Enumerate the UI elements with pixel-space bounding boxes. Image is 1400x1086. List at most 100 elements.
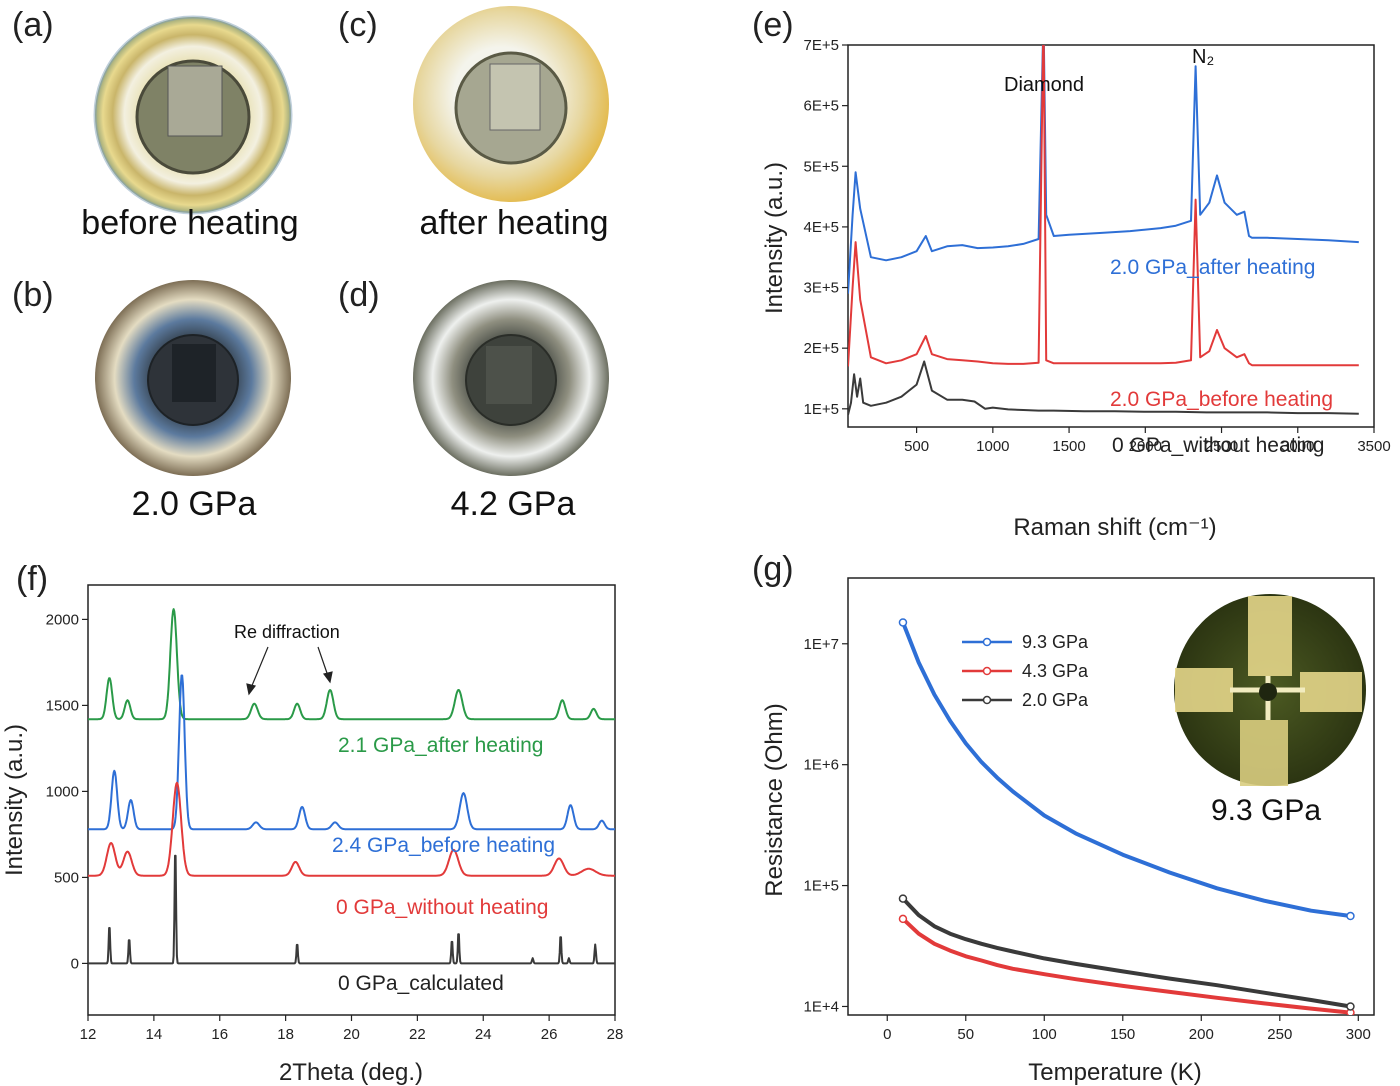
xrd-ytick-label: 500 [54,869,79,886]
xrd-label-zero: 0 GPa_without heating [336,896,548,919]
raman-label-after: 2.0 GPa_after heating [1110,256,1315,279]
xrd-xtick-label: 16 [211,1026,228,1043]
raman-xtick-label: 500 [904,438,929,455]
raman-plot-frame [847,44,1375,428]
raman-ytick-label: 5E+5 [804,158,839,175]
legend-marker [982,637,992,647]
panel-letter-f: (f) [16,560,48,598]
resistance-xtick-label: 200 [1189,1026,1214,1043]
panel-letter-g: (g) [752,550,794,588]
inset-caption: 9.3 GPa [1211,794,1321,827]
raman-xtick-label: 3500 [1357,438,1390,455]
raman-series-line-1 [848,45,1359,367]
raman-ytick-label: 4E+5 [804,219,839,236]
resistance-series [898,618,1355,1015]
resistance-endpoint [1346,1002,1355,1011]
raman-series [848,45,1359,416]
annotation-diamond: Diamond [1004,74,1084,96]
caption-after-heating: after heating [419,204,608,242]
legend-marker [982,695,992,705]
legend-label: 2.0 GPa [1022,690,1089,710]
xrd-label-calc: 0 GPa_calculated [338,972,504,995]
raman-ytick-label: 6E+5 [804,98,839,115]
caption-before-heating: before heating [81,204,298,242]
xrd-series-line-0 [88,608,615,721]
raman-xtick-label: 2500 [1205,438,1238,455]
raman-xtick-label: 1000 [976,438,1009,455]
panel-letter-c: (c) [338,6,378,44]
resistance-xtick-label: 150 [1110,1026,1135,1043]
xrd-label-after: 2.1 GPa_after heating [338,734,543,757]
resistance-ytick-label: 1E+6 [804,757,839,774]
re-diffraction-arrows [246,646,333,696]
caption-2gpa: 2.0 GPa [132,485,257,523]
xrd-series-line-1 [88,674,615,831]
xrd-ticks: 12 14 16 18 20 22 24 26 28 0 500 1000 1500 2000 [46,611,624,1043]
photo-4gpa [413,280,609,476]
inset-photo-9gpa [1174,594,1366,786]
raman-label-zero: 0 GPa_without heating [1112,434,1324,457]
panel-letter-b: (b) [12,276,54,314]
resistance-xlabel: Temperature (K) [1028,1059,1201,1086]
panel-letter-d: (d) [338,276,380,314]
resistance-xtick-label: 100 [1032,1026,1057,1043]
resistance-ytick-label: 1E+7 [804,636,839,653]
resistance-ylabel: Resistance (Ohm) [761,703,788,896]
raman-ytick-label: 3E+5 [804,280,839,297]
xrd-xtick-label: 18 [277,1026,294,1043]
caption-4gpa: 4.2 GPa [451,485,576,523]
xrd-ytick-label: 1000 [46,783,79,800]
photo-after-heating [413,6,609,202]
xrd-ytick-label: 0 [71,955,79,972]
annotation-n2: N₂ [1192,46,1214,68]
xrd-xtick-label: 28 [607,1026,624,1043]
xrd-ylabel: Intensity (a.u.) [1,724,28,876]
legend-label: 4.3 GPa [1022,661,1089,681]
raman-ylabel: Intensity (a.u.) [761,162,788,314]
xrd-series-line-2 [88,781,615,877]
xrd-ytick-label: 2000 [46,611,79,628]
raman-ticks: 500 1000 1500 2000 2500 3000 3500 1E+5 2E+5 3E+5 4… [804,37,1391,455]
raman-label-before: 2.0 GPa_before heating [1110,388,1333,411]
raman-xtick-label: 3000 [1281,438,1314,455]
resistance-plot-frame [847,577,1375,1016]
annotation-re-diffraction: Re diffraction [234,622,340,642]
resistance-endpoint [898,894,908,903]
resistance-endpoint [898,618,908,627]
panel-letter-e: (e) [752,6,794,44]
resistance-xtick-label: 0 [883,1026,891,1043]
xrd-xtick-label: 22 [409,1026,426,1043]
legend-label: 9.3 GPa [1022,632,1089,652]
resistance-xtick-label: 50 [957,1026,974,1043]
resistance-ticks: 0 50 100 150 200 250 300 1E+4 1E+5 1E+6 1E+7 [804,636,1371,1043]
resistance-xtick-label: 300 [1346,1026,1371,1043]
resistance-endpoint [1346,911,1355,921]
legend-marker [982,666,992,676]
xrd-xtick-label: 20 [343,1026,360,1043]
xrd-series [88,608,615,965]
resistance-series-line-0 [901,620,1353,918]
resistance-ytick-label: 1E+5 [804,878,839,895]
raman-series-line-0 [848,45,1359,294]
resistance-ytick-label: 1E+4 [804,998,839,1015]
resistance-series-line-1 [901,916,1353,1015]
resistance-legend: 9.3 GPa 4.3 GPa 2.0 GPa [962,632,1089,710]
raman-xtick-label: 1500 [1052,438,1085,455]
photo-2gpa [95,280,291,476]
xrd-label-before: 2.4 GPa_before heating [332,834,555,857]
xrd-series-line-3 [88,854,615,965]
xrd-xtick-label: 26 [541,1026,558,1043]
xrd-plot-frame [87,584,616,1016]
xrd-xtick-label: 12 [80,1026,97,1043]
raman-series-line-2 [848,360,1359,416]
photo-before-heating [93,15,293,215]
xrd-xtick-label: 24 [475,1026,492,1043]
resistance-series-line-2 [901,896,1353,1009]
resistance-endpoint [898,914,908,924]
xrd-ytick-label: 1500 [46,697,79,714]
resistance-xtick-label: 250 [1267,1026,1292,1043]
panel-letter-a: (a) [12,6,54,44]
raman-xlabel: Raman shift (cm⁻¹) [1013,514,1216,541]
xrd-xlabel: 2Theta (deg.) [279,1059,423,1086]
